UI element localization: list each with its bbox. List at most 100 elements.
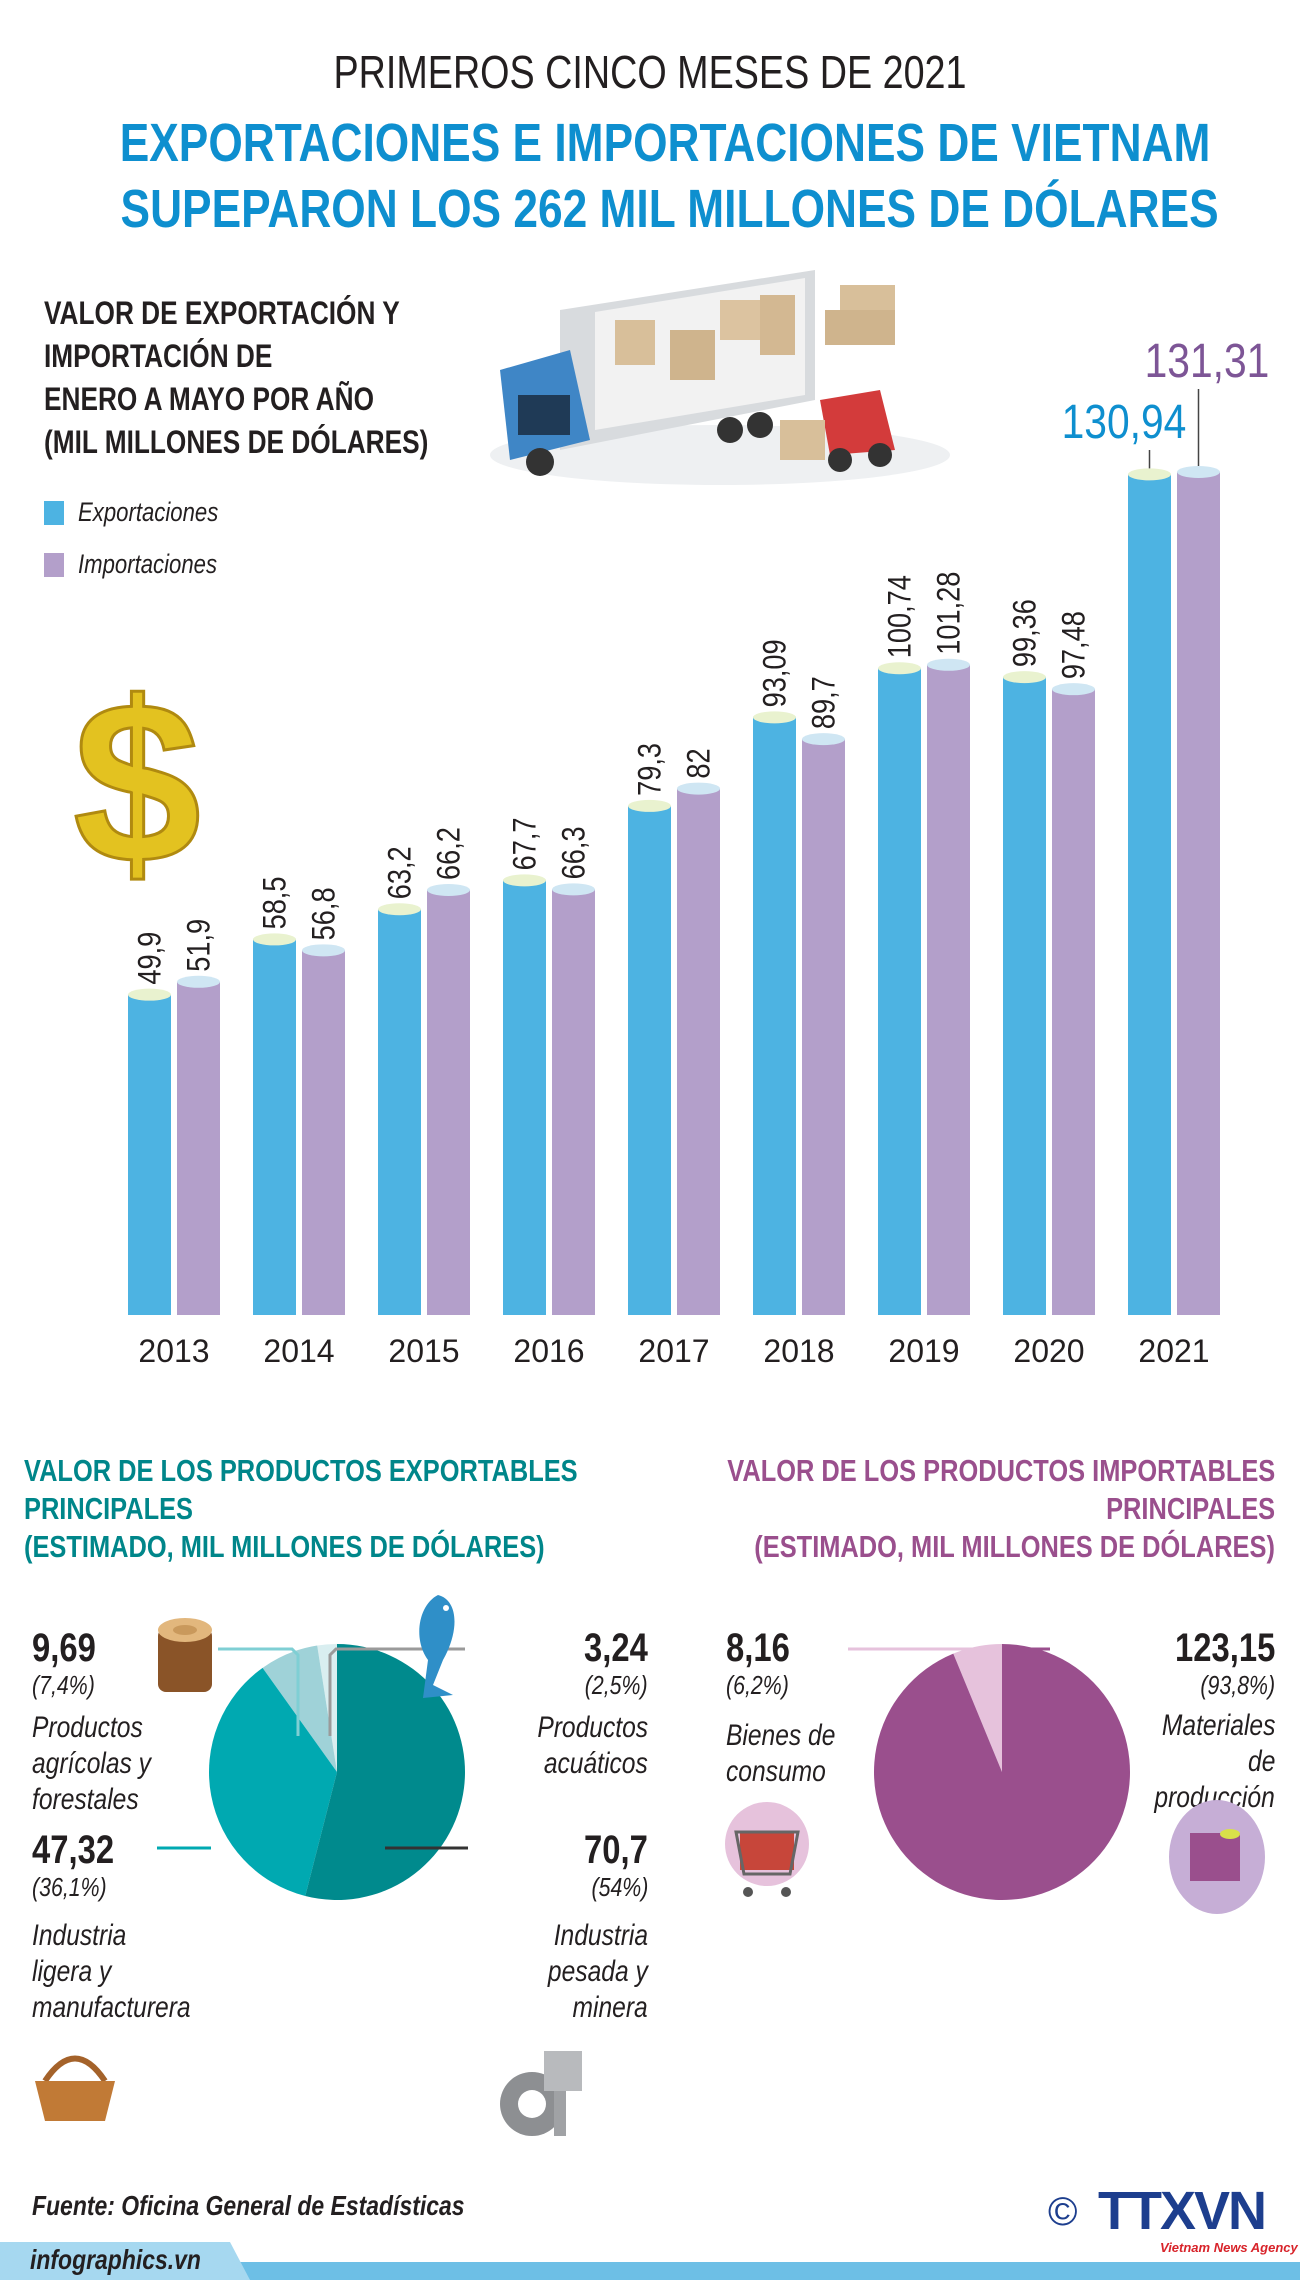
year-label: 2018 (763, 1333, 834, 1369)
bar-importaciones-2013 (177, 981, 220, 1315)
value-label: 58,5 (257, 877, 293, 930)
bar-importaciones-2018 (802, 739, 845, 1315)
percent: (6,2%) (726, 1670, 789, 1700)
site-text[interactable]: infographics.vn (30, 2244, 201, 2275)
bar-cap (878, 662, 921, 675)
value-label: 130,94 (1062, 396, 1187, 449)
copyright-icon: © (1048, 2190, 1078, 2234)
value-label: 67,7 (507, 817, 543, 870)
label-line: ligera y (32, 1955, 112, 1988)
pie-slice (873, 1644, 1130, 1901)
value: 8,16 (726, 1626, 790, 1670)
site-link[interactable]: infographics.vn (30, 2244, 238, 2276)
percent: (54%) (591, 1872, 648, 1902)
value: 3,24 (584, 1626, 648, 1670)
bar-cap (128, 988, 171, 1001)
label-line: acuáticos (544, 1747, 648, 1780)
heading-line: VALOR DE LOS PRODUCTOS EXPORTABLES (24, 1453, 578, 1488)
leader-line-agri (218, 1647, 300, 1736)
bar-cap (802, 733, 845, 746)
legend-swatch-imports (44, 552, 64, 577)
bar-cap (302, 944, 345, 957)
pie-slice (317, 1644, 337, 1772)
heading-line: VALOR DE LOS PRODUCTOS IMPORTABLES (727, 1453, 1275, 1488)
pie-slice (305, 1644, 465, 1900)
footer-tab (0, 2242, 250, 2280)
legend-label: Exportaciones (78, 497, 219, 527)
footer-band (0, 2262, 1300, 2280)
bar-cap (253, 933, 296, 946)
bar-cap (628, 799, 671, 812)
year-label: 2014 (263, 1333, 334, 1369)
bar-cap (427, 884, 470, 897)
bar-exportaciones-2020 (1003, 677, 1046, 1315)
svg-text:$: $ (73, 672, 201, 887)
subtitle-line: (MIL MILLONES DE DÓLARES) (44, 424, 429, 460)
value-label: 82 (681, 748, 717, 778)
value-label: 66,3 (556, 826, 592, 879)
label-line: agrícolas y (32, 1747, 151, 1780)
title-line-1: EXPORTACIONES E IMPORTACIONES DE VIETNAM (0, 112, 1300, 174)
value: 123,15 (1174, 1626, 1275, 1670)
label-line: Materiales (1161, 1709, 1275, 1742)
truck-forklift-illustration (490, 270, 950, 485)
logo-subtitle: Vietnam News Agency (1160, 2240, 1298, 2255)
value: 9,69 (32, 1626, 96, 1670)
bar-cap (1052, 683, 1095, 696)
leader-line-materials (1016, 1647, 1050, 1738)
bar-importaciones-2016 (552, 889, 595, 1315)
value-label: 79,3 (632, 743, 668, 796)
label-consumer: 8,16 (6,2%) Bienes de consumo (726, 1626, 859, 1790)
label-line: consumo (726, 1755, 826, 1788)
kicker-text: PRIMEROS CINCO MESES DE 2021 (333, 46, 967, 98)
value-label: 56,8 (306, 887, 342, 940)
bar-exportaciones-2021 (1128, 474, 1171, 1315)
label-line: de (1247, 1745, 1275, 1778)
value-label: 63,2 (382, 846, 418, 899)
year-label: 2020 (1013, 1333, 1084, 1369)
wood-log-icon (158, 1618, 212, 1692)
kicker: PRIMEROS CINCO MESES DE 2021 (0, 45, 1300, 99)
heading-line: PRINCIPALES (1105, 1491, 1275, 1526)
basket-icon (35, 2055, 115, 2121)
label-line: Industria (32, 1919, 127, 1952)
label-line: minera (572, 1991, 648, 2024)
value-label: 131,31 (1145, 335, 1270, 388)
value-label: 51,9 (181, 919, 217, 972)
leader-line-aqua (328, 1647, 465, 1736)
value: 47,32 (32, 1828, 115, 1872)
pie-slice (208, 1667, 337, 1896)
export-pie-title: VALOR DE LOS PRODUCTOS EXPORTABLES PRINC… (24, 1452, 699, 1566)
legend-swatch-exports (44, 500, 64, 525)
value-label: 99,36 (1007, 599, 1043, 667)
year-label: 2021 (1138, 1333, 1209, 1369)
ttxvn-logo: TTXVN (1098, 2181, 1267, 2241)
pie-slice (262, 1645, 337, 1772)
bar-importaciones-2017 (677, 788, 720, 1315)
label-line: forestales (32, 1783, 139, 1816)
bar-exportaciones-2015 (378, 909, 421, 1315)
label-line: pesada y (548, 1955, 648, 1988)
year-label: 2016 (513, 1333, 584, 1369)
value-label: 49,9 (132, 932, 168, 985)
label-heavy-industry: 70,7 (54%) Industria pesada y minera (526, 1828, 648, 2026)
legend-exports: Exportaciones (44, 497, 249, 528)
chart-subtitle: VALOR DE EXPORTACIÓN Y IMPORTACIÓN DE EN… (44, 292, 513, 464)
label-materials: 123,15 (93,8%) Materiales de producción (1128, 1626, 1275, 1816)
label-line: manufacturera (32, 1991, 191, 2024)
subtitle-line: IMPORTACIÓN DE (44, 338, 273, 374)
bar-importaciones-2014 (302, 950, 345, 1315)
title-line-2: SUPEPARON LOS 262 MIL MILLONES DE DÓLARE… (0, 178, 1300, 240)
bar-cap (1128, 468, 1171, 481)
label-line: Productos (537, 1711, 648, 1744)
bar-importaciones-2021 (1177, 472, 1220, 1315)
dollar-icon: $ (72, 672, 203, 887)
year-label: 2017 (638, 1333, 709, 1369)
bar-exportaciones-2014 (253, 939, 296, 1315)
heading-line: PRINCIPALES (24, 1491, 194, 1526)
legend-imports: Importaciones (44, 549, 248, 580)
bar-cap (677, 782, 720, 795)
gear-piston-icon (500, 2051, 582, 2136)
year-label: 2013 (138, 1333, 209, 1369)
label-agri: 9,69 (7,4%) Productos agrícolas y forest… (32, 1626, 177, 1818)
